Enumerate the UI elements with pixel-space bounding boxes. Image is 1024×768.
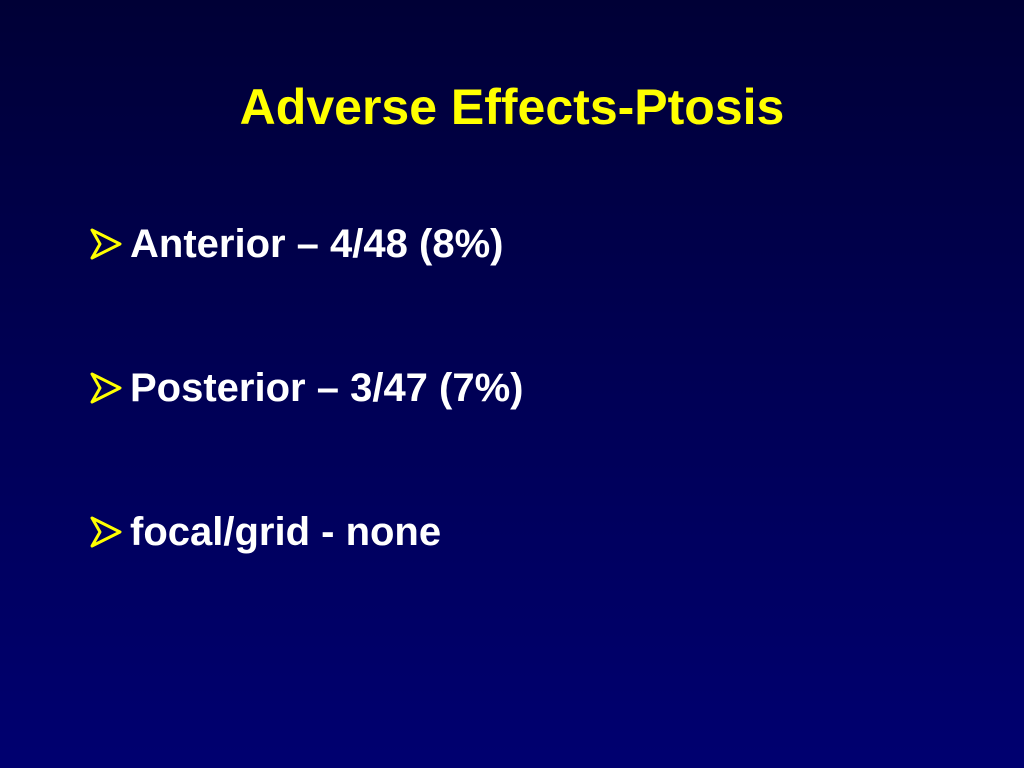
bullet-item: focal/grid - none [88, 500, 524, 564]
bullet-text: focal/grid - none [130, 509, 442, 554]
bullet-arrow [90, 228, 122, 260]
bullet-arrow [90, 516, 122, 548]
bullet-item: Posterior – 3/47 (7%) [88, 356, 524, 420]
slide-title: Adverse Effects-Ptosis [239, 79, 785, 135]
bullet-item: Anterior – 4/48 (8%) [88, 212, 524, 276]
bullet-text: Anterior – 4/48 (8%) [130, 221, 504, 266]
bullet-list: Anterior – 4/48 (8%) Posterior – 3/47 (7… [88, 212, 524, 644]
bullet-arrow [90, 372, 122, 404]
bullet-text: Posterior – 3/47 (7%) [130, 365, 524, 410]
